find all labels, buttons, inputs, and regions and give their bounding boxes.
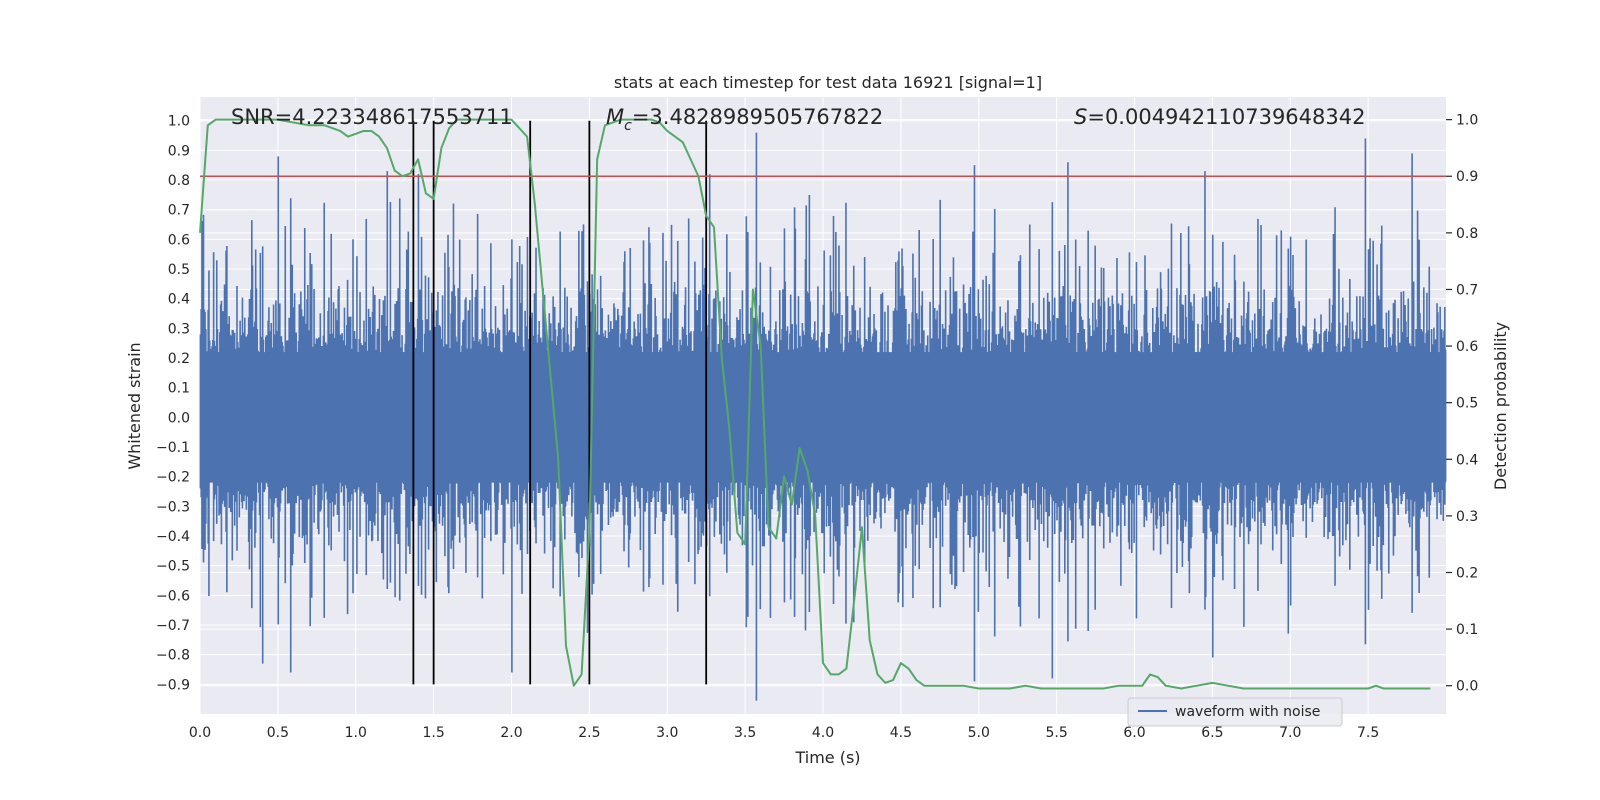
y-left-tick-label: 0.4	[168, 292, 190, 308]
y-left-tick-label: 0.0	[168, 410, 190, 426]
x-tick-label: 6.0	[1123, 725, 1145, 741]
x-tick-label: 0.0	[189, 725, 211, 741]
x-tick-label: 3.5	[734, 725, 756, 741]
y-left-tick-label: 0.7	[168, 203, 190, 219]
y-left-tick-label: −0.2	[156, 470, 190, 486]
legend-box	[1127, 697, 1343, 727]
y-left-tick-label: 0.5	[168, 262, 190, 278]
y-left-tick-label: 0.1	[168, 381, 190, 397]
y-left-tick-label: 0.3	[168, 321, 190, 337]
y-left-tick-label: 0.2	[168, 351, 190, 367]
y-left-tick-label: −0.3	[156, 499, 190, 515]
x-axis-ticks: 0.0 0.5 1.0 1.5 2.0 2.5 3.0 3.5 4.0 4.5 5.0 5.5 6.0 6…	[189, 725, 1379, 741]
y-right-tick-label: 0.3	[1456, 509, 1478, 525]
y-left-tick-label: −0.4	[156, 529, 190, 545]
y-left-tick-label: 0.9	[168, 143, 190, 159]
x-tick-label: 4.5	[890, 725, 912, 741]
y-left-tick-label: −0.8	[156, 648, 190, 664]
x-tick-label: 3.0	[656, 725, 678, 741]
chirp-mass-value: =3.4828989505767822	[632, 105, 883, 129]
x-tick-label: 5.5	[1045, 725, 1067, 741]
x-tick-label: 7.0	[1279, 725, 1301, 741]
x-tick-label: 1.5	[422, 725, 444, 741]
x-tick-label: 0.5	[267, 725, 289, 741]
x-axis-label: Time (s)	[794, 748, 860, 767]
chirp-mass-annotation: Mc=3.4828989505767822	[606, 105, 883, 134]
x-tick-label: 2.5	[578, 725, 600, 741]
x-tick-label: 5.0	[968, 725, 990, 741]
y-right-tick-label: 0.7	[1456, 282, 1478, 298]
y-right-axis-label: Detection probability	[1491, 322, 1510, 490]
chirp-mass-symbol: M	[606, 105, 624, 129]
y-left-tick-label: −0.5	[156, 559, 190, 575]
y-right-tick-label: 0.1	[1456, 622, 1478, 638]
snr-annotation: SNR=4.223348617553711	[231, 105, 513, 129]
y-left-axis-label: Whitened strain	[125, 342, 144, 469]
y-right-tick-label: 0.8	[1456, 226, 1478, 242]
y-left-tick-label: −0.9	[156, 677, 190, 693]
s-annotation: S=0.004942110739648342	[1074, 105, 1365, 129]
y-right-tick-label: 0.6	[1456, 339, 1478, 355]
y-right-tick-label: 0.5	[1456, 396, 1478, 412]
series-detection-probability	[199, 118, 1431, 690]
chart-title: stats at each timestep for test data 169…	[614, 73, 1042, 92]
y-right-axis-ticks: 0.0 0.1 0.2 0.3 0.4 0.5 0.6 0.7 0.8 0.9 1.0	[1446, 113, 1478, 695]
y-left-tick-label: −0.7	[156, 618, 190, 634]
legend: waveform with noise	[1127, 697, 1343, 727]
waveform-core	[200, 352, 1446, 483]
x-tick-label: 1.0	[345, 725, 367, 741]
s-symbol: S	[1074, 105, 1087, 129]
y-left-tick-label: 1.0	[168, 114, 190, 130]
y-right-tick-label: 1.0	[1456, 113, 1478, 129]
x-tick-label: 6.5	[1201, 725, 1223, 741]
y-left-tick-label: −0.1	[156, 440, 190, 456]
x-tick-label: 7.5	[1357, 725, 1379, 741]
y-right-tick-label: 0.9	[1456, 169, 1478, 185]
detection-probability-line	[199, 118, 1431, 690]
y-left-tick-label: −0.6	[156, 588, 190, 604]
x-tick-label: 2.0	[500, 725, 522, 741]
y-right-tick-label: 0.2	[1456, 565, 1478, 581]
series-waveform	[199, 132, 1447, 701]
y-right-tick-label: 0.0	[1456, 679, 1478, 695]
y-left-tick-label: 0.8	[168, 173, 190, 189]
chirp-mass-subscript: c	[624, 118, 632, 134]
x-tick-label: 4.0	[812, 725, 834, 741]
y-left-tick-label: 0.6	[168, 232, 190, 248]
y-left-axis-ticks: −0.9 −0.8 −0.7 −0.6 −0.5 −0.4 −0.3 −0.2 −0.1 0.0 0…	[156, 114, 190, 694]
s-value: =0.004942110739648342	[1087, 105, 1365, 129]
y-right-tick-label: 0.4	[1456, 452, 1478, 468]
legend-label-waveform: waveform with noise	[1175, 704, 1320, 720]
